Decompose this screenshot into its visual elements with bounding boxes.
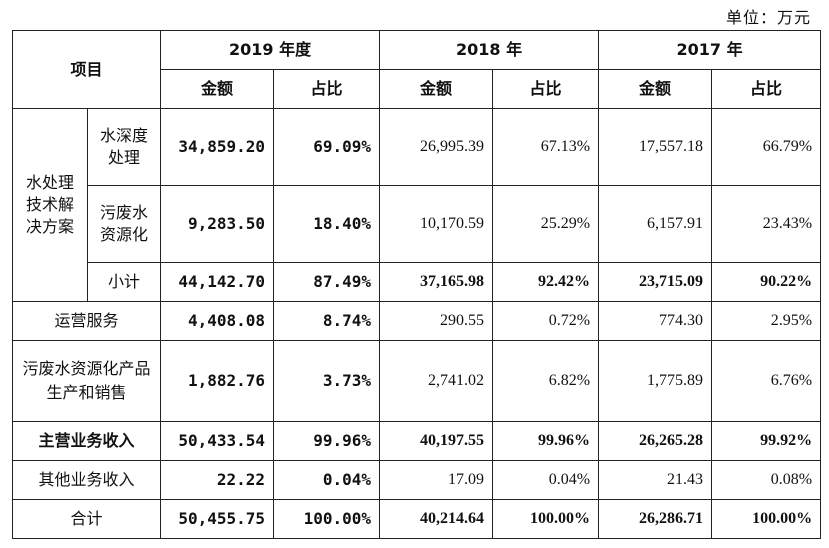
revenue-table: 项目 2019 年度 2018 年 2017 年 金额 占比 金额 占比 金额 … xyxy=(11,30,822,539)
total-row: 合计 50,455.75 100.00% 40,214.64 100.00% 2… xyxy=(11,499,822,539)
ratio-2018: 100.00% xyxy=(492,499,600,539)
amount-2017: 774.30 xyxy=(598,301,713,341)
ratio-2018: 0.04% xyxy=(492,460,600,500)
row-name: 其他业务收入 xyxy=(11,460,162,500)
table-row: 其他业务收入 22.22 0.04% 17.09 0.04% 21.43 0.0… xyxy=(11,460,822,500)
header-ratio-2019: 占比 xyxy=(273,69,381,109)
ratio-2017: 0.08% xyxy=(711,460,822,500)
header-row-years: 项目 2019 年度 2018 年 2017 年 xyxy=(11,30,822,109)
header-amount-2018: 金额 xyxy=(379,69,494,109)
subtotal-name: 小计 xyxy=(86,262,162,302)
amount-2018: 17.09 xyxy=(379,460,494,500)
ratio-2017: 100.00% xyxy=(711,499,822,539)
main-revenue-row: 主营业务收入 50,433.54 99.96% 40,197.55 99.96%… xyxy=(11,421,822,461)
row-name: 污废水资源化 xyxy=(86,185,162,263)
ratio-2018: 0.72% xyxy=(492,301,600,341)
ratio-2019: 69.09% xyxy=(273,108,381,186)
ratio-2017: 2.95% xyxy=(711,301,822,341)
amount-2019: 50,455.75 xyxy=(160,499,275,539)
table-row: 污废水资源化 9,283.50 18.40% 10,170.59 25.29% … xyxy=(13,185,822,263)
amount-2018: 40,197.55 xyxy=(379,421,494,461)
row-name: 水深度处理 xyxy=(86,108,162,186)
row-name: 污废水资源化产品生产和销售 xyxy=(11,340,162,422)
header-item: 项目 xyxy=(11,30,162,109)
amount-2019: 4,408.08 xyxy=(160,301,275,341)
ratio-2018: 67.13% xyxy=(492,108,600,186)
row-name: 运营服务 xyxy=(11,301,162,341)
ratio-2017: 99.92% xyxy=(711,421,822,461)
ratio-2017: 90.22% xyxy=(711,262,822,302)
ratio-2019: 8.74% xyxy=(273,301,381,341)
amount-2017: 26,286.71 xyxy=(598,499,713,539)
amount-2017: 17,557.18 xyxy=(598,108,713,186)
ratio-2019: 87.49% xyxy=(273,262,381,302)
amount-2019: 1,882.76 xyxy=(160,340,275,422)
amount-2018: 40,214.64 xyxy=(379,499,494,539)
header-ratio-2018: 占比 xyxy=(492,69,600,109)
ratio-2019: 3.73% xyxy=(273,340,381,422)
amount-2017: 23,715.09 xyxy=(598,262,713,302)
amount-2017: 6,157.91 xyxy=(598,185,713,263)
ratio-2019: 100.00% xyxy=(273,499,381,539)
amount-2018: 26,995.39 xyxy=(379,108,494,186)
amount-2019: 50,433.54 xyxy=(160,421,275,461)
header-amount-2019: 金额 xyxy=(160,69,275,109)
table-row: 水处理技术解决方案 水深度处理 34,859.20 69.09% 26,995.… xyxy=(12,108,822,302)
subtotal-row: 小计 44,142.70 87.49% 37,165.98 92.42% 23,… xyxy=(13,262,822,302)
ratio-2017: 6.76% xyxy=(711,340,822,422)
amount-2017: 26,265.28 xyxy=(598,421,713,461)
row-name: 合计 xyxy=(11,499,162,539)
amount-2017: 1,775.89 xyxy=(598,340,713,422)
amount-2019: 44,142.70 xyxy=(160,262,275,302)
header-year-2019: 2019 年度 xyxy=(160,30,381,70)
ratio-2019: 0.04% xyxy=(273,460,381,500)
ratio-2018: 99.96% xyxy=(492,421,600,461)
ratio-2019: 99.96% xyxy=(273,421,381,461)
table-row: 运营服务 4,408.08 8.74% 290.55 0.72% 774.30 … xyxy=(11,301,822,341)
header-year-2018: 2018 年 xyxy=(379,30,600,70)
amount-2019: 22.22 xyxy=(160,460,275,500)
ratio-2018: 25.29% xyxy=(492,185,600,263)
ratio-2017: 66.79% xyxy=(711,108,822,186)
unit-label: 单位：万元 xyxy=(725,8,811,27)
header-year-2017: 2017 年 xyxy=(598,30,822,70)
amount-2018: 290.55 xyxy=(379,301,494,341)
header-row-columns: 金额 占比 金额 占比 金额 占比 xyxy=(13,69,822,109)
group-label: 水处理技术解决方案 xyxy=(12,108,88,302)
ratio-2018: 6.82% xyxy=(492,340,600,422)
ratio-2019: 18.40% xyxy=(273,185,381,263)
amount-2017: 21.43 xyxy=(598,460,713,500)
header-ratio-2017: 占比 xyxy=(711,69,822,109)
table-row: 污废水资源化产品生产和销售 1,882.76 3.73% 2,741.02 6.… xyxy=(11,340,822,422)
amount-2018: 37,165.98 xyxy=(379,262,494,302)
amount-2018: 2,741.02 xyxy=(379,340,494,422)
header-amount-2017: 金额 xyxy=(598,69,713,109)
amount-2019: 9,283.50 xyxy=(160,185,275,263)
amount-2018: 10,170.59 xyxy=(379,185,494,263)
ratio-2018: 92.42% xyxy=(492,262,600,302)
row-name: 主营业务收入 xyxy=(11,421,162,461)
ratio-2017: 23.43% xyxy=(711,185,822,263)
amount-2019: 34,859.20 xyxy=(160,108,275,186)
